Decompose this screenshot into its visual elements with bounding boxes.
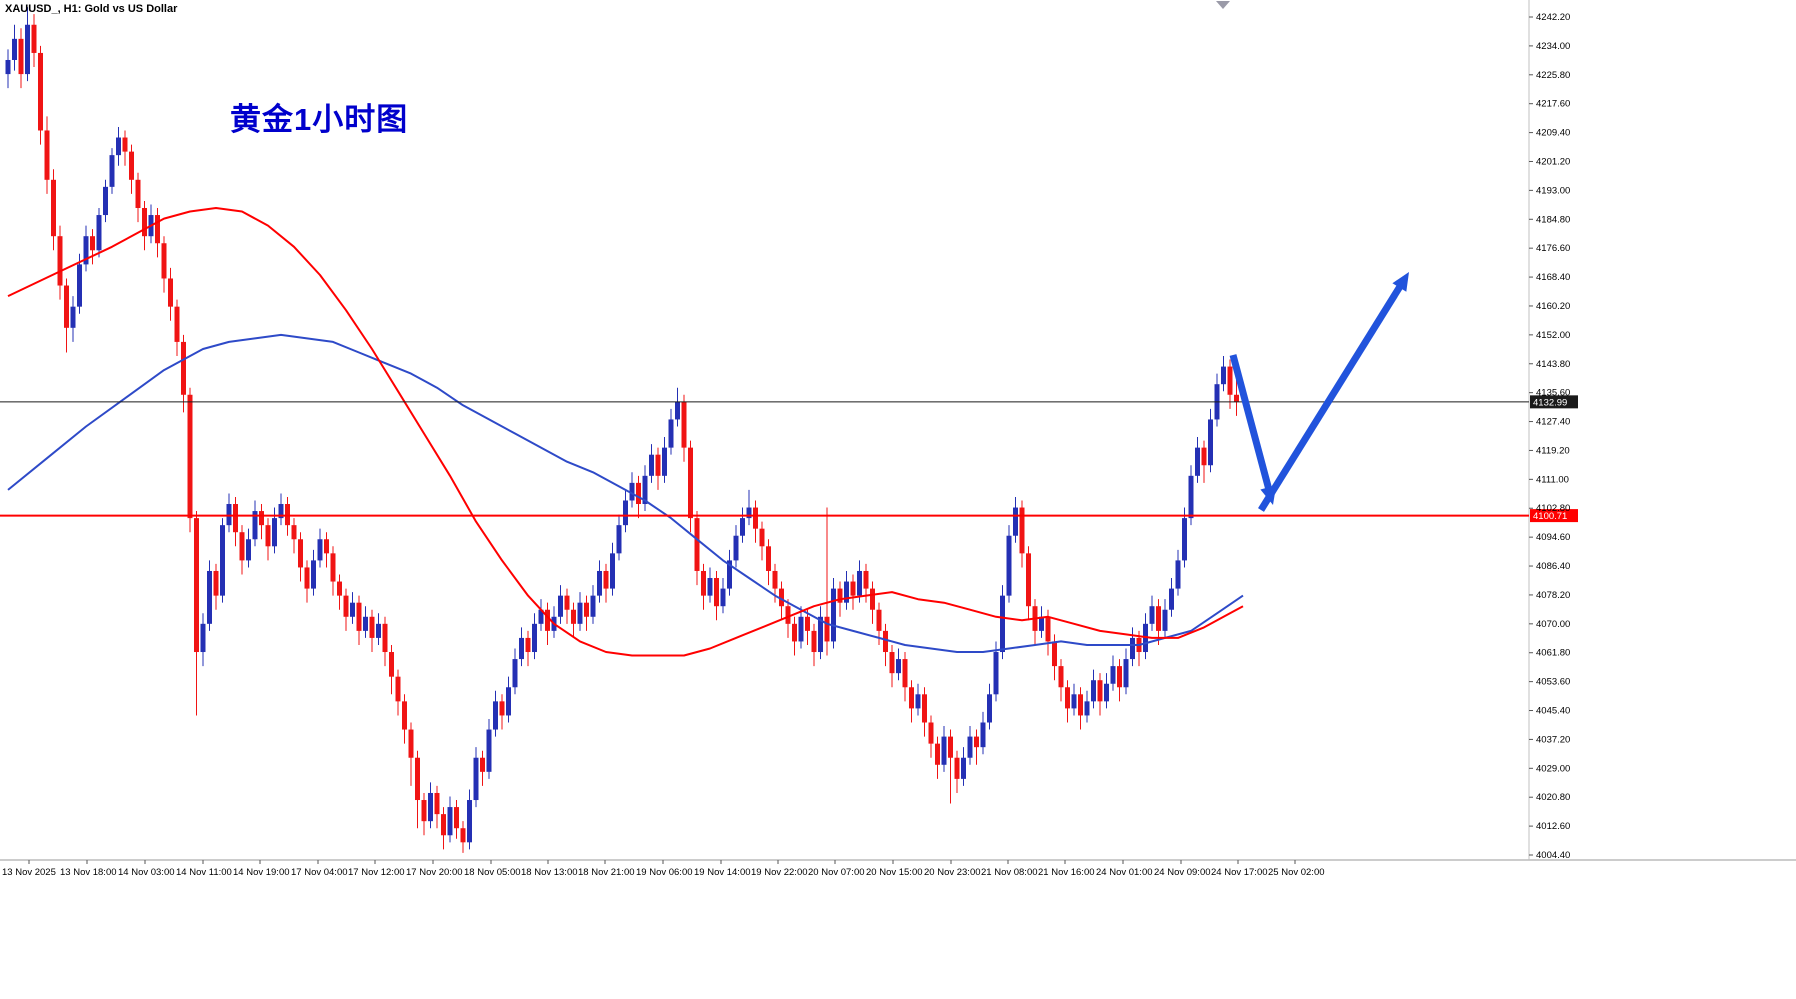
ma-blue-line[interactable] bbox=[7, 333, 1244, 653]
svg-text:4045.40: 4045.40 bbox=[1536, 706, 1570, 717]
svg-text:4209.40: 4209.40 bbox=[1536, 128, 1570, 139]
chart-shift-marker[interactable] bbox=[1216, 1, 1230, 9]
svg-text:14 Nov 11:00: 14 Nov 11:00 bbox=[176, 867, 232, 878]
svg-text:4078.20: 4078.20 bbox=[1536, 590, 1570, 601]
svg-text:19 Nov 14:00: 19 Nov 14:00 bbox=[694, 867, 751, 878]
svg-text:4070.00: 4070.00 bbox=[1536, 619, 1570, 630]
price-axis[interactable]: 4242.20 4234.00 4225.80 4217.60 4209.40 4201.… bbox=[1529, 12, 1570, 861]
svg-text:24 Nov 17:00: 24 Nov 17:00 bbox=[1211, 867, 1268, 878]
svg-text:4201.20: 4201.20 bbox=[1536, 156, 1570, 167]
ma-red-line[interactable] bbox=[7, 207, 1244, 657]
svg-text:20 Nov 07:00: 20 Nov 07:00 bbox=[808, 867, 865, 878]
svg-text:17 Nov 20:00: 17 Nov 20:00 bbox=[406, 867, 463, 878]
svg-text:13 Nov 18:00: 13 Nov 18:00 bbox=[60, 867, 117, 878]
svg-text:4127.40: 4127.40 bbox=[1536, 417, 1570, 428]
svg-text:4160.20: 4160.20 bbox=[1536, 301, 1570, 312]
svg-text:4184.80: 4184.80 bbox=[1536, 214, 1570, 225]
svg-text:21 Nov 08:00: 21 Nov 08:00 bbox=[981, 867, 1038, 878]
svg-text:4029.00: 4029.00 bbox=[1536, 763, 1570, 774]
svg-text:4037.20: 4037.20 bbox=[1536, 734, 1570, 745]
svg-text:21 Nov 16:00: 21 Nov 16:00 bbox=[1038, 867, 1095, 878]
svg-text:4100.71: 4100.71 bbox=[1533, 511, 1567, 522]
candlesticks bbox=[5, 7, 1239, 853]
svg-text:4053.60: 4053.60 bbox=[1536, 677, 1570, 688]
svg-text:4119.20: 4119.20 bbox=[1536, 445, 1570, 456]
svg-text:4143.80: 4143.80 bbox=[1536, 359, 1570, 370]
svg-text:18 Nov 21:00: 18 Nov 21:00 bbox=[578, 867, 635, 878]
svg-text:4176.60: 4176.60 bbox=[1536, 243, 1570, 254]
svg-text:17 Nov 04:00: 17 Nov 04:00 bbox=[291, 867, 348, 878]
svg-text:14 Nov 03:00: 14 Nov 03:00 bbox=[118, 867, 175, 878]
svg-text:4132.99: 4132.99 bbox=[1533, 397, 1567, 408]
chart-symbol-title: XAUUSD_, H1: Gold vs US Dollar bbox=[5, 3, 178, 15]
svg-text:4217.60: 4217.60 bbox=[1536, 99, 1570, 110]
svg-text:4004.40: 4004.40 bbox=[1536, 850, 1570, 861]
svg-text:20 Nov 23:00: 20 Nov 23:00 bbox=[924, 867, 981, 878]
trend-arrow-down[interactable] bbox=[1229, 354, 1277, 505]
svg-text:4242.20: 4242.20 bbox=[1536, 12, 1570, 23]
svg-text:4012.60: 4012.60 bbox=[1536, 821, 1570, 832]
svg-text:17 Nov 12:00: 17 Nov 12:00 bbox=[348, 867, 405, 878]
svg-text:4168.40: 4168.40 bbox=[1536, 272, 1570, 283]
svg-text:19 Nov 06:00: 19 Nov 06:00 bbox=[636, 867, 693, 878]
svg-text:14 Nov 19:00: 14 Nov 19:00 bbox=[233, 867, 290, 878]
chart-annotation-text[interactable]: 黄金1小时图 bbox=[230, 102, 409, 137]
price-tag-support-line: 4100.71 bbox=[1530, 509, 1578, 522]
svg-text:19 Nov 22:00: 19 Nov 22:00 bbox=[751, 867, 808, 878]
svg-text:4020.80: 4020.80 bbox=[1536, 792, 1570, 803]
svg-text:4225.80: 4225.80 bbox=[1536, 70, 1570, 81]
svg-text:4094.60: 4094.60 bbox=[1536, 532, 1570, 543]
time-axis[interactable]: 13 Nov 2025 13 Nov 18:00 14 Nov 03:00 14 No… bbox=[2, 860, 1325, 878]
svg-text:4193.00: 4193.00 bbox=[1536, 185, 1570, 196]
svg-text:4135.60: 4135.60 bbox=[1536, 388, 1570, 399]
svg-text:24 Nov 01:00: 24 Nov 01:00 bbox=[1096, 867, 1153, 878]
svg-text:4086.40: 4086.40 bbox=[1536, 561, 1570, 572]
svg-text:4234.00: 4234.00 bbox=[1536, 41, 1570, 52]
axis-frame bbox=[0, 0, 1796, 861]
svg-text:24 Nov 09:00: 24 Nov 09:00 bbox=[1154, 867, 1211, 878]
svg-text:18 Nov 05:00: 18 Nov 05:00 bbox=[464, 867, 521, 878]
svg-text:25 Nov 02:00: 25 Nov 02:00 bbox=[1268, 867, 1325, 878]
svg-text:4152.00: 4152.00 bbox=[1536, 330, 1570, 341]
svg-text:4102.80: 4102.80 bbox=[1536, 503, 1570, 514]
svg-text:20 Nov 15:00: 20 Nov 15:00 bbox=[866, 867, 923, 878]
svg-text:4061.80: 4061.80 bbox=[1536, 648, 1570, 659]
trend-arrow-up[interactable] bbox=[1258, 272, 1409, 512]
svg-text:4111.00: 4111.00 bbox=[1536, 474, 1569, 485]
svg-text:18 Nov 13:00: 18 Nov 13:00 bbox=[521, 867, 578, 878]
price-tag-current-price-line: 4132.99 bbox=[1530, 395, 1578, 409]
svg-text:13 Nov 2025: 13 Nov 2025 bbox=[2, 867, 56, 878]
